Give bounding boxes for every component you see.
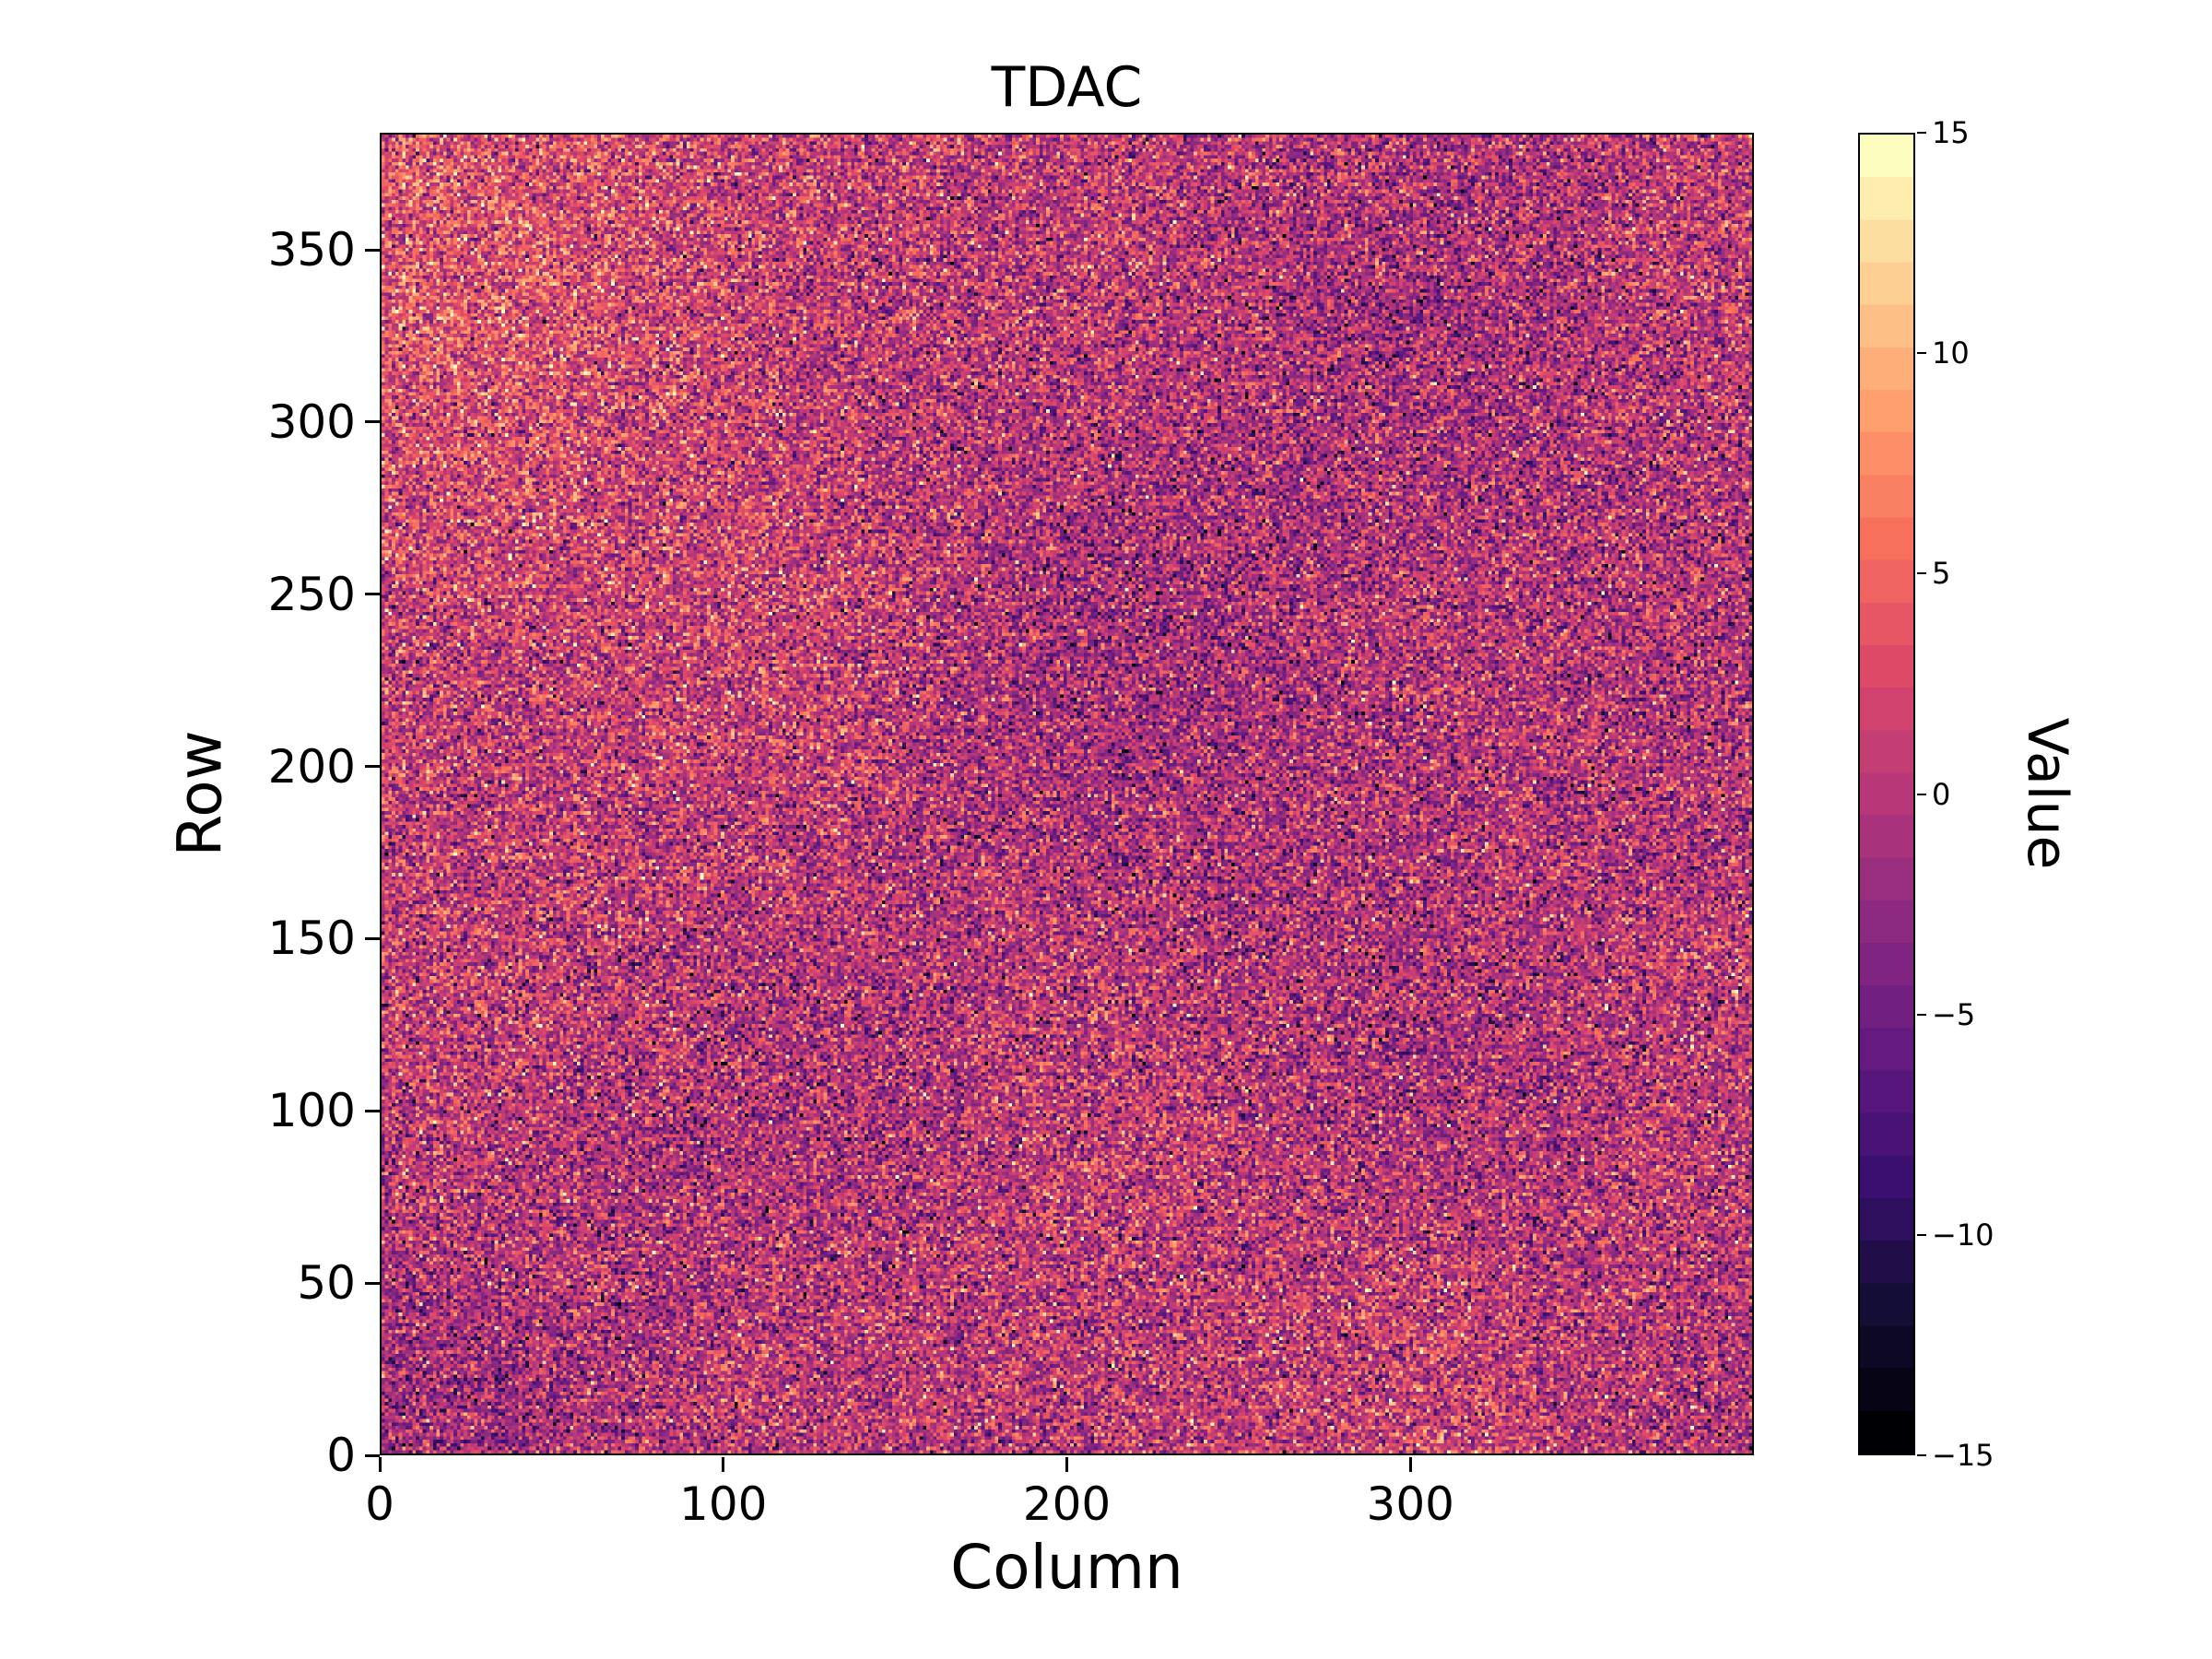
y-axis-label: Row: [164, 730, 236, 857]
y-tick-label: 350: [267, 223, 356, 277]
colorbar-tick: [1917, 1233, 1926, 1236]
colorbar-tick-label: −10: [1932, 1217, 1994, 1253]
y-tick: [365, 420, 380, 424]
y-tick: [365, 765, 380, 769]
y-tick: [365, 936, 380, 940]
colorbar: [1858, 133, 1915, 1455]
y-tick: [365, 1109, 380, 1112]
y-tick-label: 0: [326, 1429, 356, 1482]
heatmap-canvas: [382, 135, 1752, 1453]
colorbar-tick: [1917, 793, 1926, 795]
x-tick: [1065, 1457, 1068, 1472]
x-tick: [1408, 1457, 1412, 1472]
y-tick: [365, 1453, 380, 1457]
colorbar-tick: [1917, 1454, 1926, 1456]
y-tick: [365, 1281, 380, 1285]
y-tick: [365, 248, 380, 252]
colorbar-tick-label: −15: [1932, 1438, 1994, 1473]
colorbar-tick-label: 0: [1932, 776, 1951, 812]
y-tick-label: 200: [267, 739, 356, 794]
y-tick-label: 150: [267, 912, 356, 966]
x-tick-label: 100: [679, 1477, 768, 1531]
x-axis-label: Column: [950, 1532, 1183, 1603]
colorbar-canvas: [1860, 135, 1913, 1453]
x-tick-label: 300: [1366, 1477, 1454, 1531]
y-tick-label: 50: [297, 1256, 356, 1311]
colorbar-tick: [1917, 132, 1926, 134]
heatmap-plot: [380, 133, 1754, 1455]
x-tick-label: 0: [365, 1477, 394, 1531]
y-tick-label: 250: [267, 567, 356, 621]
colorbar-tick: [1917, 1013, 1926, 1016]
x-tick: [722, 1457, 725, 1472]
colorbar-label: Value: [2015, 717, 2079, 870]
colorbar-tick-label: 15: [1932, 115, 1970, 150]
y-tick-label: 300: [267, 394, 356, 449]
colorbar-tick-label: 5: [1932, 556, 1951, 592]
colorbar-tick: [1917, 352, 1926, 355]
x-tick: [378, 1457, 382, 1472]
x-tick-label: 200: [1022, 1477, 1112, 1531]
colorbar-tick-label: −5: [1932, 996, 1976, 1032]
colorbar-tick: [1917, 572, 1926, 575]
chart-title: TDAC: [991, 55, 1143, 120]
y-tick-label: 100: [267, 1084, 356, 1138]
y-tick: [365, 593, 380, 596]
colorbar-tick-label: 10: [1932, 335, 1970, 371]
